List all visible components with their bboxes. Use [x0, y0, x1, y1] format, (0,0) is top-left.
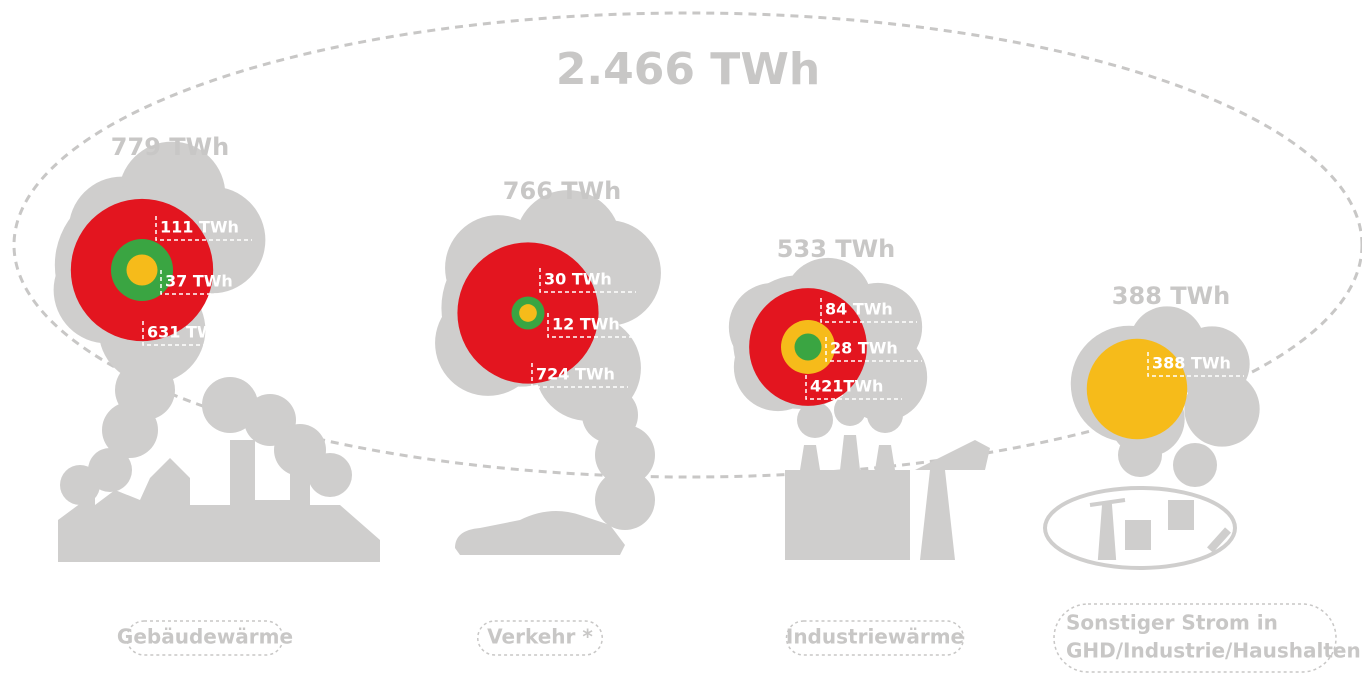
- segment-label: 30 TWh: [544, 270, 612, 289]
- sector-total: 388 TWh: [1112, 282, 1230, 310]
- segment-label: 631 TWh: [147, 323, 226, 342]
- sector-name: Verkehr *: [487, 625, 593, 649]
- segment-label: 724 TWh: [536, 365, 615, 384]
- segment-label: 12 TWh: [552, 315, 620, 334]
- sector-total: 533 TWh: [777, 235, 895, 263]
- segment-circle: [126, 254, 157, 285]
- segment-label: 84 TWh: [825, 300, 893, 319]
- sector-name: Gebäudewärme: [117, 625, 293, 649]
- segment-label: 111 TWh: [160, 218, 239, 237]
- sector-total: 779 TWh: [111, 133, 229, 161]
- infographic: 2.466 TWh 779 TWh 631 TWh 111 TWh 37 TWh Geb…: [0, 0, 1362, 689]
- segment-label: 388 TWh: [1152, 354, 1231, 373]
- sector-name: GHD/Industrie/Haushalten: [1066, 639, 1361, 663]
- segment-label: 421TWh: [810, 377, 883, 396]
- sector-total: 766 TWh: [503, 177, 621, 205]
- sector-name: Industriewärme: [786, 625, 964, 649]
- smoke-cloud: [1184, 371, 1259, 446]
- segment-circle: [795, 334, 822, 361]
- segment-label: 37 TWh: [165, 272, 233, 291]
- grand-total: 2.466 TWh: [556, 44, 820, 95]
- sector-name: Sonstiger Strom in: [1066, 611, 1278, 635]
- segment-label: 28 TWh: [830, 339, 898, 358]
- segment-circle: [519, 304, 537, 322]
